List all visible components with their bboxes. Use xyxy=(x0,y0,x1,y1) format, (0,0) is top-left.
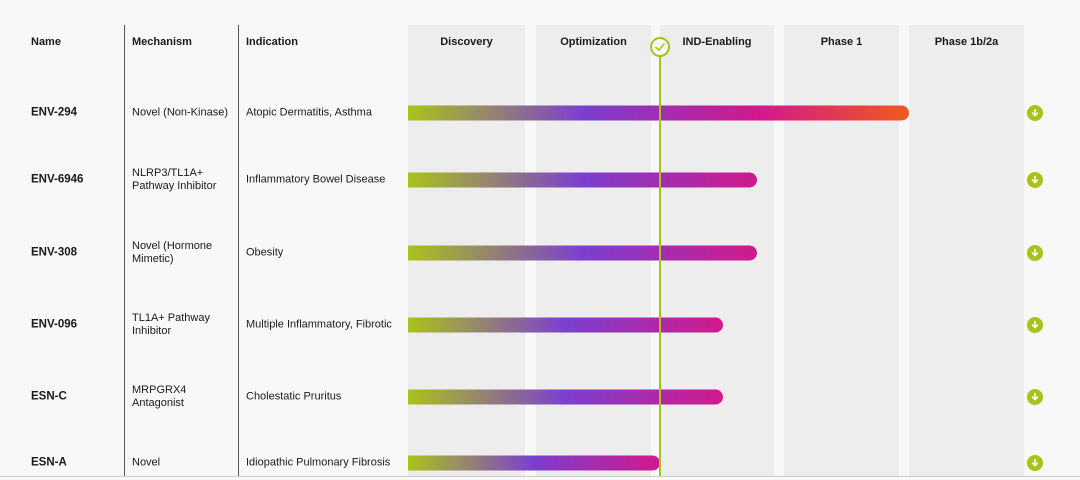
program-mechanism: NLRP3/TL1A+ Pathway Inhibitor xyxy=(132,167,217,192)
bottom-rule xyxy=(0,476,1080,477)
divider-indication xyxy=(238,25,239,476)
program-indication: Inflammatory Bowel Disease xyxy=(246,173,386,186)
program-indication: Idiopathic Pulmonary Fibrosis xyxy=(246,456,391,469)
program-mechanism: MRPGRX4 Antagonist xyxy=(132,384,187,409)
download-arrow-icon[interactable] xyxy=(1027,245,1043,261)
progress-bar xyxy=(408,389,723,405)
phase-column-3 xyxy=(784,25,899,476)
progress-bar xyxy=(408,172,757,188)
program-mechanism: Novel xyxy=(132,456,161,469)
program-indication: Multiple Inflammatory, Fibrotic xyxy=(246,318,392,331)
progress-bar xyxy=(408,317,723,333)
download-arrow-icon[interactable] xyxy=(1027,105,1043,121)
program-name: ENV-6946 xyxy=(31,173,84,186)
divider-mechanism xyxy=(124,25,125,476)
program-mechanism: TL1A+ Pathway Inhibitor xyxy=(132,312,210,337)
download-arrow-icon[interactable] xyxy=(1027,172,1043,188)
program-name: ESN-C xyxy=(31,390,67,403)
program-indication: Cholestatic Pruritus xyxy=(246,390,342,403)
progress-bar xyxy=(408,455,660,471)
progress-bar xyxy=(408,105,909,121)
header-indication: Indication xyxy=(246,36,298,48)
phase-column-4 xyxy=(909,25,1024,476)
phase-label: Phase 1b/2a xyxy=(934,36,999,48)
download-arrow-icon[interactable] xyxy=(1027,317,1043,333)
header-mechanism: Mechanism xyxy=(132,36,192,48)
program-name: ENV-294 xyxy=(31,106,78,119)
phase-label: Discovery xyxy=(440,36,493,48)
phase-label: Optimization xyxy=(560,36,627,48)
today-marker-line xyxy=(659,48,661,476)
phase-label: IND-Enabling xyxy=(682,36,752,48)
program-name: ENV-308 xyxy=(31,246,78,259)
program-indication: Obesity xyxy=(246,246,284,259)
program-name: ESN-A xyxy=(31,456,67,469)
program-mechanism: Novel (Non-Kinase) xyxy=(132,106,228,119)
program-mechanism: Novel (Hormone Mimetic) xyxy=(132,240,213,265)
program-name: ENV-096 xyxy=(31,318,78,331)
checkmark-icon xyxy=(650,37,670,57)
phase-label: Phase 1 xyxy=(820,36,863,48)
header-name: Name xyxy=(31,36,61,48)
download-arrow-icon[interactable] xyxy=(1027,455,1043,471)
program-indication: Atopic Dermatitis, Asthma xyxy=(246,106,372,119)
progress-bar xyxy=(408,245,757,261)
download-arrow-icon[interactable] xyxy=(1027,389,1043,405)
